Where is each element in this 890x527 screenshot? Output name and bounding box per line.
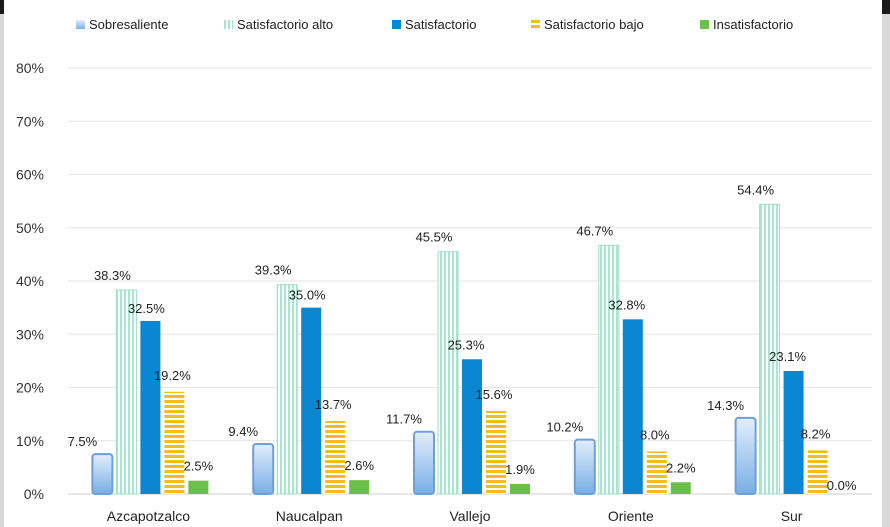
data-labels: 7.5% 38.3% 32.5% 19.2% 2.5% 9.4% 39.3% 35.0% 13.… [68,182,857,493]
x-tick-label: Vallejo [450,508,491,524]
data-label: 46.7% [576,223,613,238]
legend-label: Satisfactorio alto [237,17,333,32]
bar [598,244,620,495]
legend-label: Sobresaliente [89,17,169,32]
data-label: 2.6% [344,458,374,473]
data-label: 0.0% [827,478,857,493]
bars [91,203,828,496]
data-label: 1.9% [505,462,535,477]
y-tick-label: 40% [16,273,44,289]
bar [188,480,209,494]
bar [622,319,643,494]
data-label: 39.3% [255,263,292,278]
data-label: 25.3% [448,337,485,352]
bar [91,453,114,495]
data-label: 7.5% [68,434,98,449]
data-label: 2.2% [666,460,696,475]
data-label: 8.2% [801,426,831,441]
legend-swatch [76,20,85,29]
data-label: 35.0% [289,288,326,303]
bar [115,289,137,495]
legend-label: Satisfactorio [405,17,477,32]
bar [276,284,298,495]
data-label: 54.4% [737,182,774,197]
bar [140,320,161,494]
bar [164,391,185,494]
bar [783,370,804,494]
bar [807,450,828,494]
data-label: 32.8% [608,297,645,312]
data-label: 10.2% [546,420,583,435]
legend-swatch [700,20,709,29]
data-label: 32.5% [128,301,165,316]
bar [349,480,370,494]
x-tick-label: Azcapotzalco [107,508,190,524]
bar [573,438,596,495]
data-label: 45.5% [416,230,453,245]
y-tick-label: 70% [16,113,44,129]
bar [252,442,275,496]
bar [462,359,482,494]
bar [325,421,346,494]
bar [670,482,691,494]
data-label: 15.6% [476,387,513,402]
x-tick-label: Naucalpan [276,508,343,524]
bar [510,483,530,494]
data-label: 8.0% [640,427,670,442]
bar [646,451,667,494]
legend-label: Insatisfactorio [713,17,793,32]
y-tick-label: 20% [16,380,44,396]
bar [413,430,435,496]
y-tick-label: 50% [16,220,44,236]
y-tick-label: 60% [16,167,44,183]
data-label: 9.4% [228,424,258,439]
legend-label: Satisfactorio bajo [544,17,644,32]
legend-swatch [392,20,401,29]
y-tick-label: 80% [16,60,44,76]
bar [301,307,322,494]
data-label: 2.5% [184,459,214,474]
data-label: 38.3% [94,268,131,283]
y-tick-label: 30% [16,326,44,342]
bar [759,203,781,495]
y-tick-label: 0% [24,486,44,502]
data-label: 14.3% [707,398,744,413]
x-tick-label: Sur [781,508,803,524]
legend-swatch [531,20,540,29]
legend-swatch [224,20,233,29]
bar-chart: 0% 10% 20% 30% 40% 50% 60% 70% 80% Azcapotzalco Na… [16,17,872,524]
bar [437,251,459,495]
bar [486,410,506,494]
chart-area: 0% 10% 20% 30% 40% 50% 60% 70% 80% Azcapotzalco Na… [4,0,882,527]
bar [734,416,757,496]
data-label: 11.7% [386,412,422,427]
data-label: 13.7% [315,397,352,412]
y-tick-label: 10% [16,433,44,449]
data-label: 23.1% [769,349,806,364]
x-tick-label: Oriente [608,508,654,524]
data-label: 19.2% [154,368,191,383]
legend: Sobresaliente Satisfactorio alto Satisfact… [76,17,793,32]
